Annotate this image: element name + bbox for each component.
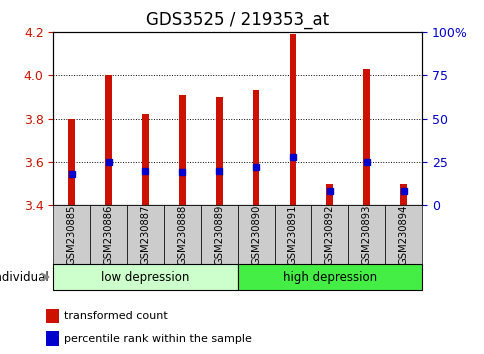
Bar	[252, 90, 259, 205]
Bar	[45, 331, 59, 346]
Text: transformed count: transformed count	[64, 311, 168, 321]
Title: GDS3525 / 219353_at: GDS3525 / 219353_at	[146, 11, 329, 29]
Bar	[237, 205, 274, 264]
Text: GSM230891: GSM230891	[287, 204, 297, 265]
Bar	[348, 205, 384, 264]
Bar	[164, 205, 200, 264]
Bar	[289, 34, 296, 205]
Bar	[274, 205, 311, 264]
Bar	[399, 184, 406, 205]
Bar	[326, 184, 333, 205]
Bar	[53, 205, 90, 264]
Bar	[215, 97, 222, 205]
Bar	[237, 264, 421, 290]
Text: GSM230890: GSM230890	[251, 204, 260, 265]
Text: low depression: low depression	[101, 270, 189, 284]
Text: GSM230887: GSM230887	[140, 204, 150, 265]
Bar	[68, 119, 75, 205]
Bar	[363, 69, 369, 205]
Bar	[45, 309, 59, 324]
Bar	[127, 205, 164, 264]
Bar	[90, 205, 127, 264]
Bar	[311, 205, 348, 264]
Text: GSM230888: GSM230888	[177, 204, 187, 265]
Bar	[105, 75, 112, 205]
Text: percentile rank within the sample: percentile rank within the sample	[64, 334, 252, 344]
Text: GSM230893: GSM230893	[361, 204, 371, 265]
Text: GSM230889: GSM230889	[214, 204, 224, 265]
Text: GSM230892: GSM230892	[324, 204, 334, 265]
Text: GSM230885: GSM230885	[67, 204, 76, 265]
Text: GSM230886: GSM230886	[104, 204, 113, 265]
Text: individual: individual	[0, 270, 49, 284]
Bar	[179, 95, 185, 205]
Bar	[53, 264, 237, 290]
Bar	[384, 205, 421, 264]
Bar	[200, 205, 237, 264]
Text: high depression: high depression	[282, 270, 376, 284]
Text: GSM230894: GSM230894	[398, 204, 408, 265]
Bar	[142, 114, 149, 205]
